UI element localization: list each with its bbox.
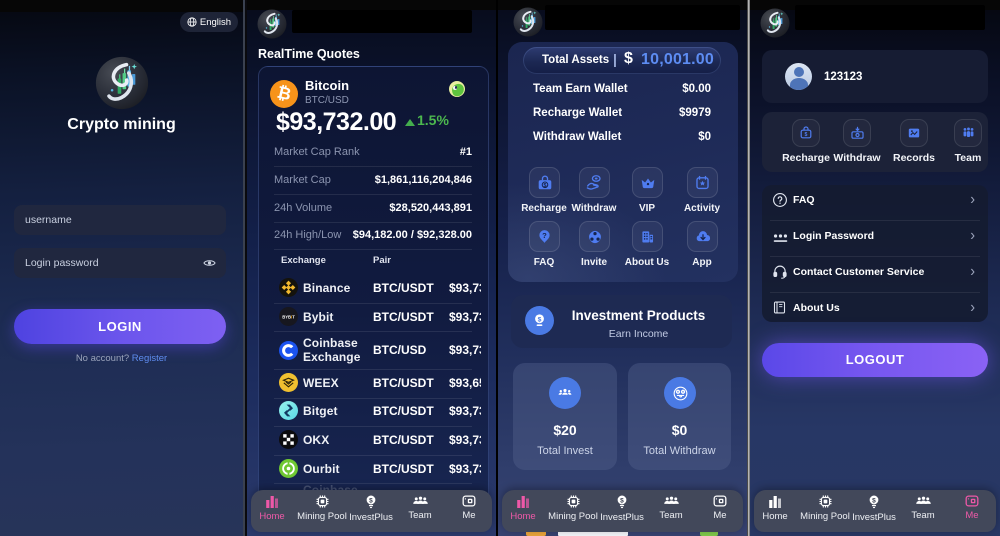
svg-text:$: $ xyxy=(620,497,624,504)
svg-text:$: $ xyxy=(872,497,876,504)
svg-text:$: $ xyxy=(369,497,373,504)
svg-text:$: $ xyxy=(677,389,679,393)
svg-text:$: $ xyxy=(538,316,542,323)
svg-text:$: $ xyxy=(805,132,808,138)
svg-text:?: ? xyxy=(542,231,547,240)
svg-text:BYBIT: BYBIT xyxy=(282,315,295,320)
svg-text:$: $ xyxy=(682,389,684,393)
svg-text:$: $ xyxy=(543,182,546,188)
